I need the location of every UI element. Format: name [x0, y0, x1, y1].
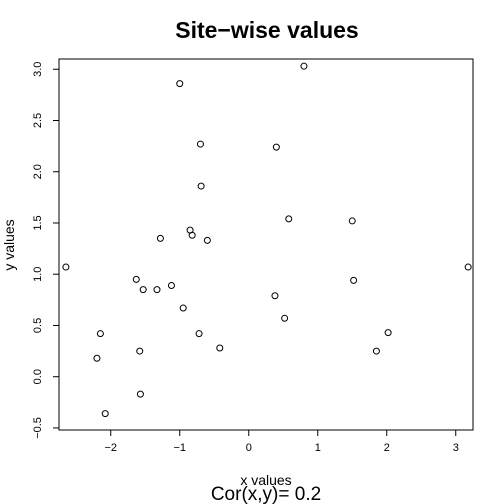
x-axis-label: x values — [240, 472, 291, 488]
data-point — [139, 286, 147, 294]
y-tick-label: 2.0 — [32, 164, 44, 179]
x-tick-label: −1 — [173, 442, 186, 454]
y-tick-label: 2.5 — [32, 113, 44, 128]
data-point — [372, 347, 380, 355]
y-tick-label: 0.0 — [32, 369, 44, 384]
chart-title: Site−wise values — [175, 17, 358, 43]
y-tick-label: 0.5 — [32, 318, 44, 333]
data-point — [285, 215, 293, 223]
data-point — [384, 329, 392, 337]
data-point — [179, 304, 187, 312]
data-point — [281, 314, 289, 322]
data-point — [188, 231, 196, 239]
data-point — [203, 236, 211, 244]
data-point — [350, 276, 358, 284]
correlation-annotation: Cor(x,y)= 0.2 — [211, 484, 321, 504]
data-point — [272, 143, 280, 151]
x-tick-label: 1 — [315, 442, 321, 454]
data-point — [101, 410, 109, 418]
x-tick-label: 2 — [384, 442, 390, 454]
data-point — [62, 263, 70, 271]
data-point — [153, 286, 161, 294]
data-point — [96, 330, 104, 338]
data-point — [196, 140, 204, 148]
data-point — [348, 217, 356, 225]
data-point — [132, 275, 140, 283]
x-tick-label: 0 — [246, 442, 252, 454]
y-tick-label: −0.5 — [32, 417, 44, 439]
data-point — [464, 263, 472, 271]
data-point — [167, 281, 175, 289]
data-point — [197, 182, 205, 190]
y-tick-label: 1.5 — [32, 215, 44, 230]
data-point — [136, 390, 144, 398]
y-axis: −0.5 0.0 0.5 1.0 1.5 2.0 2.5 3.0 — [32, 62, 59, 439]
data-point — [93, 354, 101, 362]
data-point — [216, 344, 224, 352]
y-axis-label: y values — [1, 219, 17, 270]
data-point — [195, 330, 203, 338]
data-point — [271, 292, 279, 300]
data-point — [136, 347, 144, 355]
data-points — [62, 62, 472, 418]
x-axis: −2 −1 0 1 2 3 — [104, 430, 459, 454]
data-point — [176, 80, 184, 88]
x-tick-label: −2 — [104, 442, 117, 454]
data-point — [300, 62, 308, 70]
data-point — [156, 234, 164, 242]
y-tick-label: 3.0 — [32, 62, 44, 77]
y-tick-label: 1.0 — [32, 267, 44, 282]
plot-frame — [58, 58, 474, 431]
x-tick-label: 3 — [453, 442, 459, 454]
